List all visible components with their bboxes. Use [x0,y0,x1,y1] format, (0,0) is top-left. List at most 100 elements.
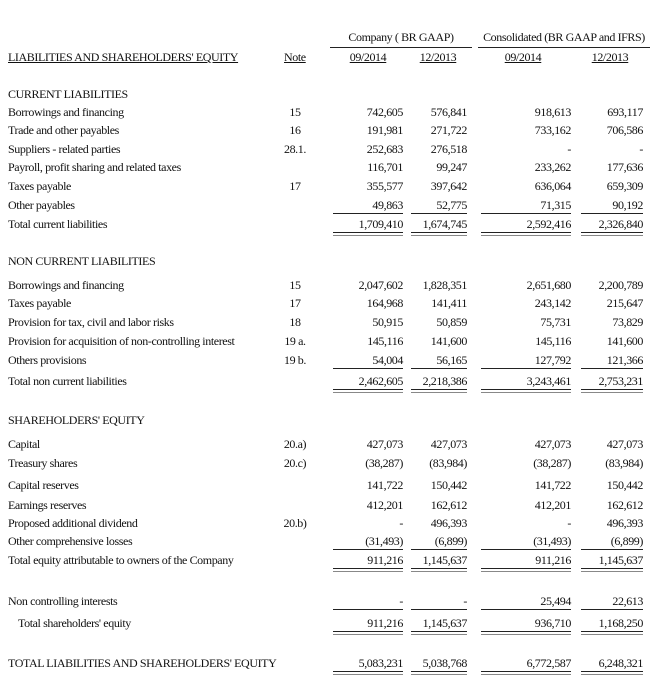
line-item-label: Provision for tax, civil and labor risks [8,315,174,329]
period-header: 12/2013 [591,50,629,64]
section-heading: CURRENT LIABILITIES [8,87,128,101]
amount-cell: 5,083,231 [358,656,404,670]
double-underline [411,631,467,635]
underline [411,213,467,214]
amount-cell: 99,247 [436,160,467,174]
amount-cell: 6,248,321 [598,656,644,670]
double-underline [411,232,467,236]
amount-cell: 50,859 [436,315,467,329]
amount-cell: 636,064 [534,179,572,193]
line-item-label: Earnings reserves [8,498,87,512]
amount-cell: 141,600 [430,334,468,348]
double-underline [333,568,403,572]
underline [411,609,467,610]
total-equity-row-label: Total shareholders' equity [18,616,131,630]
amount-cell: - [399,594,403,608]
amount-cell: 2,753,231 [598,374,644,388]
amount-cell: 121,366 [606,353,644,367]
amount-cell: (83,984) [429,456,467,470]
amount-cell: 2,326,840 [598,217,644,231]
line-item-label: Taxes payable [8,179,71,193]
amount-cell: 116,701 [367,160,403,174]
amount-cell: 576,841 [430,105,468,119]
amount-cell: 177,636 [606,160,644,174]
line-item-label: Treasury shares [8,456,78,470]
amount-cell: 412,201 [366,498,404,512]
underline [481,368,571,369]
amount-cell: 233,262 [534,160,572,174]
amount-cell: 496,393 [606,516,644,530]
company-group-header: Company ( BR GAAP) [348,30,454,44]
underline [481,549,571,550]
amount-cell: 162,612 [606,498,644,512]
amount-cell: 427,073 [366,437,404,451]
amount-cell: 936,710 [534,616,572,630]
amount-cell: - [567,516,571,530]
underline [333,609,403,610]
amount-cell: 397,642 [430,179,468,193]
note-ref: 20.b) [283,516,307,530]
line-item-label: Other comprehensive losses [8,534,133,548]
line-item-label: Borrowings and financing [8,278,124,292]
amount-cell: 127,792 [534,353,572,367]
note-ref: 15 [289,105,301,119]
amount-cell: 73,829 [612,315,643,329]
line-item-label: Capital [8,437,40,451]
underline [481,213,571,214]
amount-cell: 2,651,680 [526,278,572,292]
note-ref: 16 [289,123,301,137]
amount-cell: 911,216 [535,553,571,567]
line-item-label: Provision for acquisition of non-control… [8,334,235,348]
amount-cell: 145,116 [535,334,571,348]
underline [481,609,571,610]
amount-cell: 22,613 [612,594,643,608]
double-underline [581,389,643,393]
amount-cell: (31,493) [533,534,571,548]
amount-cell: 693,117 [607,105,643,119]
amount-cell: 427,073 [534,437,572,451]
amount-cell: 164,968 [366,296,404,310]
amount-cell: (6,899) [434,534,468,548]
amount-cell: - [463,594,467,608]
section-heading: SHAREHOLDERS' EQUITY [8,413,145,427]
amount-cell: 911,216 [367,616,403,630]
double-underline [481,389,571,393]
note-column-header: Note [284,50,306,64]
underline [581,609,643,610]
double-underline [333,389,403,393]
amount-cell: 2,592,416 [526,217,572,231]
amount-cell: 1,145,637 [422,616,468,630]
line-item-label: Taxes payable [8,296,71,310]
line-item-label: Capital reserves [8,478,79,492]
note-ref: 18 [289,315,301,329]
amount-cell: 75,731 [540,315,571,329]
double-underline [481,671,571,675]
double-underline [333,631,403,635]
amount-cell: 412,201 [534,498,572,512]
amount-cell: 252,683 [366,142,404,156]
amount-cell: 742,605 [366,105,404,119]
underline [333,549,403,550]
grand-total-row-label: TOTAL LIABILITIES AND SHAREHOLDERS' EQUI… [8,656,277,670]
amount-cell: 3,243,461 [526,374,572,388]
line-item-label: Others provisions [8,353,87,367]
amount-cell: 706,586 [606,123,644,137]
underline [411,368,467,369]
double-underline [581,631,643,635]
double-underline [481,232,571,236]
underline [581,549,643,550]
amount-cell: 2,218,386 [422,374,468,388]
note-ref: 19 a. [284,334,306,348]
amount-cell: 276,518 [430,142,468,156]
note-ref: 20.a) [283,437,307,451]
amount-cell: 52,775 [436,198,467,212]
amount-cell: 54,004 [372,353,403,367]
note-ref: 15 [289,278,301,292]
amount-cell: 1,168,250 [598,616,644,630]
amount-cell: 145,116 [367,334,403,348]
double-underline [333,232,403,236]
amount-cell: 2,047,602 [358,278,404,292]
line-item-label: Proposed additional dividend [8,516,138,530]
amount-cell: 2,200,789 [598,278,644,292]
divider [478,47,650,48]
